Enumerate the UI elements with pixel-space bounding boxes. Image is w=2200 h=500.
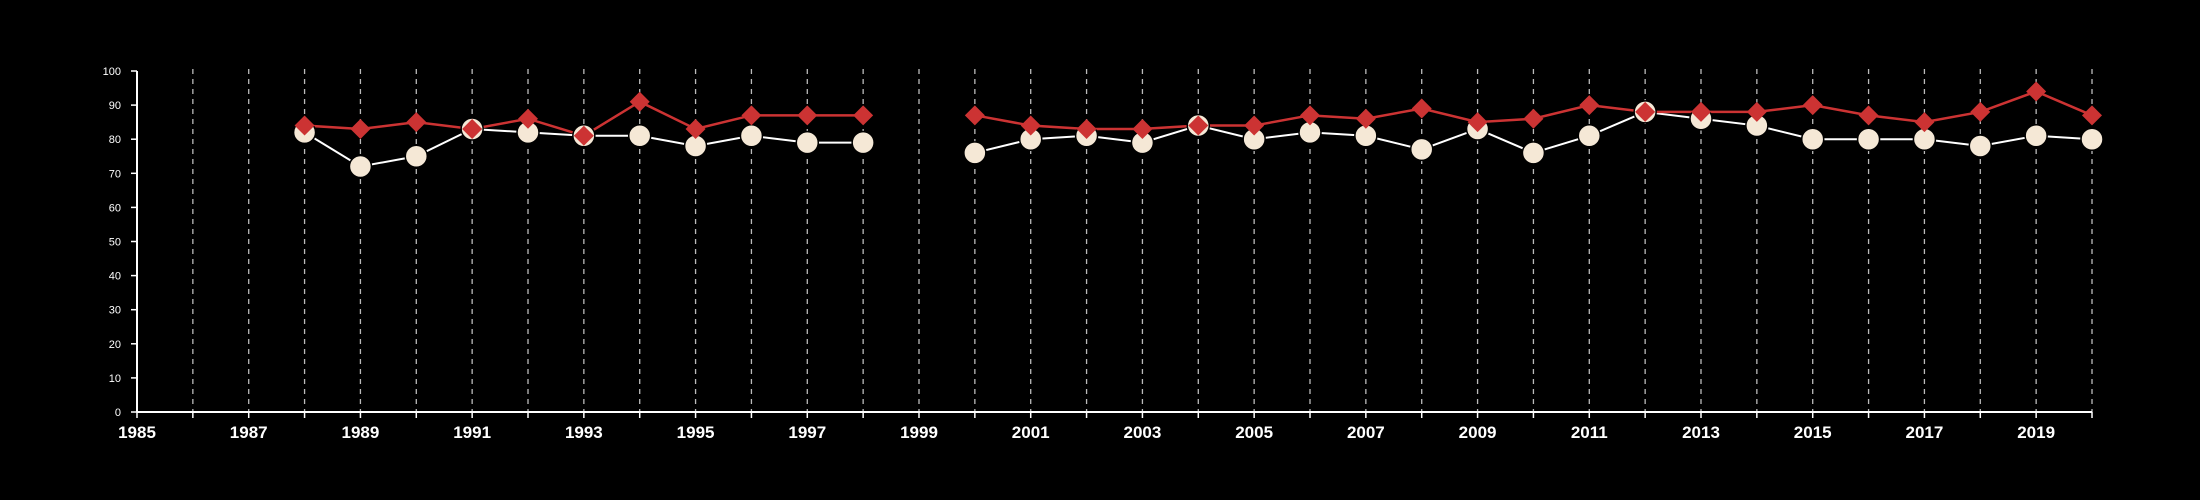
data-point-diamond (1132, 118, 1153, 139)
data-point-circle (1409, 137, 1434, 162)
data-point-circle (1521, 141, 1546, 165)
x-tick-label: 2019 (2017, 423, 2055, 442)
y-tick-label: 10 (109, 373, 121, 385)
y-tick-label: 20 (109, 339, 121, 351)
data-point-diamond (1244, 115, 1265, 136)
data-point-diamond (294, 115, 315, 136)
x-tick-label: 1995 (677, 423, 715, 442)
data-point-circle (795, 130, 820, 155)
grid-lines (192, 69, 2093, 412)
data-point-diamond (741, 105, 762, 126)
data-point-diamond (1467, 112, 1488, 133)
data-point-circle (1856, 127, 1881, 151)
series-layer (292, 81, 2104, 179)
data-point-diamond (1020, 115, 1041, 136)
data-point-diamond (1635, 101, 1656, 122)
data-point-diamond (1579, 95, 1600, 116)
y-tick-label: 70 (109, 168, 121, 180)
x-tick-label: 2005 (1235, 423, 1273, 442)
x-tick-label: 1985 (118, 423, 156, 442)
y-tick-label: 90 (109, 100, 121, 112)
x-tick-label: 2013 (1682, 423, 1720, 442)
y-tick-label: 50 (109, 237, 121, 249)
x-tick-label: 1989 (342, 423, 380, 442)
x-tick-label: 2003 (1124, 423, 1162, 442)
data-point-diamond (518, 108, 538, 129)
data-point-diamond (853, 105, 874, 126)
data-point-diamond (462, 118, 483, 139)
x-tick-label: 1991 (453, 423, 491, 442)
x-tick-label: 1993 (565, 423, 603, 442)
y-tick-label: 60 (109, 202, 121, 214)
data-point-diamond (1691, 101, 1711, 122)
data-point-diamond (573, 125, 594, 146)
data-point-diamond (406, 112, 427, 133)
data-point-diamond (1802, 95, 1823, 116)
x-tick-label: 2007 (1347, 423, 1385, 442)
data-point-circle (1968, 134, 1993, 158)
data-point-circle (963, 141, 987, 165)
data-point-circle (404, 144, 429, 168)
data-point-circle (739, 124, 764, 148)
data-point-circle (1577, 124, 1602, 148)
data-point-diamond (350, 118, 371, 139)
data-point-circle (348, 154, 373, 179)
data-point-circle (2024, 124, 2048, 148)
data-point-diamond (1746, 101, 1767, 122)
data-point-diamond (1523, 108, 1544, 129)
data-point-diamond (1300, 105, 1320, 126)
data-point-diamond (1970, 101, 1991, 122)
x-tick-label: 2009 (1459, 423, 1497, 442)
data-point-circle (851, 130, 875, 155)
x-tick-label: 2015 (1794, 423, 1832, 442)
data-point-diamond (964, 105, 985, 126)
data-point-diamond (1188, 115, 1209, 136)
data-point-circle (1800, 127, 1825, 151)
y-tick-label: 30 (109, 305, 121, 317)
data-point-diamond (685, 118, 706, 139)
data-point-diamond (2026, 81, 2047, 102)
y-tick-label: 100 (103, 66, 121, 78)
x-tick-label: 2001 (1012, 423, 1050, 442)
x-tick-label: 2017 (1906, 423, 1944, 442)
data-point-diamond (1858, 105, 1879, 126)
data-point-diamond (797, 105, 818, 126)
data-point-diamond (1411, 98, 1432, 119)
x-tick-label: 1997 (788, 423, 826, 442)
data-point-circle (2080, 127, 2104, 151)
data-point-diamond (1914, 112, 1935, 133)
x-tick-label: 1987 (230, 423, 268, 442)
y-tick-label: 0 (115, 407, 121, 419)
y-tick-label: 80 (109, 134, 121, 146)
data-point-diamond (1355, 108, 1376, 129)
x-tick-label: 1999 (900, 423, 938, 442)
y-tick-label: 40 (109, 271, 121, 283)
axes: 1985 1987 1989 1991 1993 1995 1997 1999 2001 2003… (103, 66, 2093, 442)
data-point-diamond (629, 91, 650, 112)
data-point-diamond (1076, 118, 1097, 139)
x-tick-label: 2011 (1571, 423, 1608, 442)
data-point-diamond (2082, 105, 2102, 126)
data-point-circle (627, 124, 652, 148)
